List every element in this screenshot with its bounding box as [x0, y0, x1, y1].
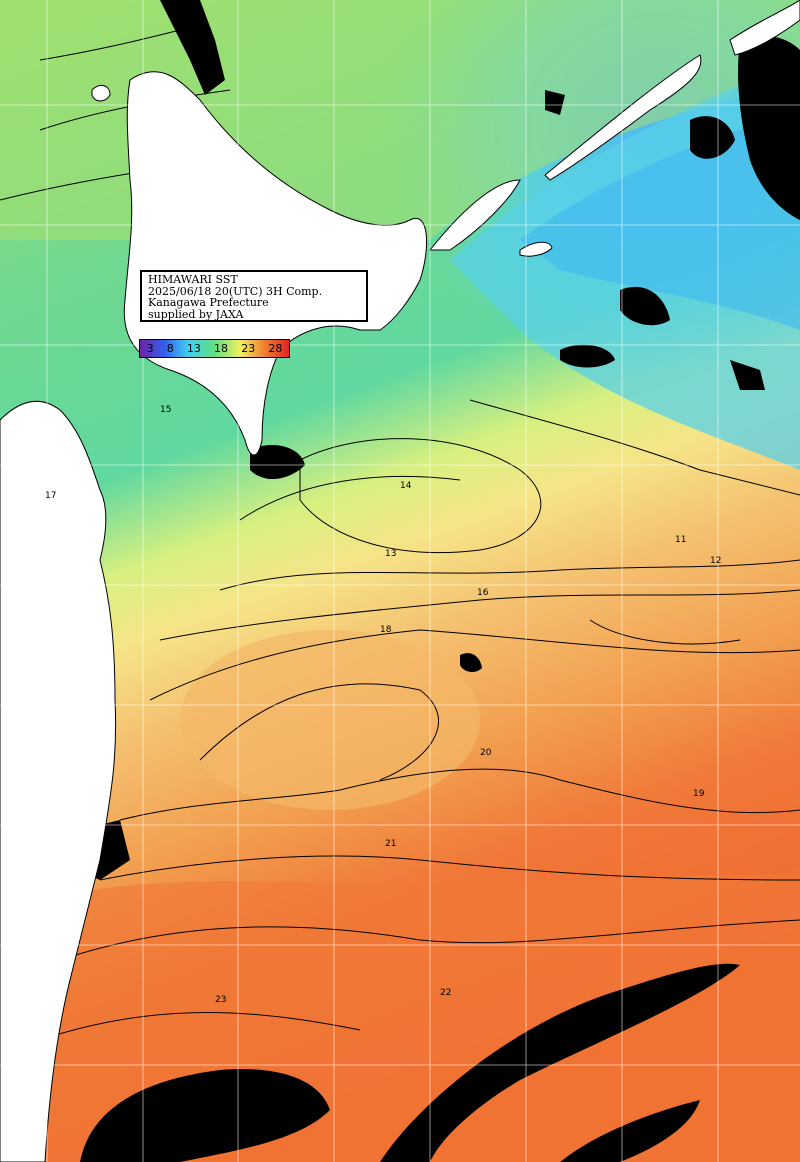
colorbar-tick: 28	[268, 342, 283, 355]
urup	[729, 0, 800, 56]
contour-label: 19	[693, 789, 705, 799]
colorbar-tick: 18	[214, 342, 229, 355]
contour-label: 16	[477, 588, 489, 598]
contour-label: 18	[380, 625, 392, 635]
organization: Kanagawa Prefecture	[148, 296, 269, 309]
contour-label: 22	[440, 988, 451, 998]
contour-label: 11	[675, 535, 686, 545]
contour-label: 13	[385, 549, 396, 559]
contour-label: 14	[400, 481, 412, 491]
colorbar-legend: 3 8 13 18 23 28	[139, 339, 290, 358]
contour-label: 21	[385, 839, 396, 849]
data-source: supplied by JAXA	[148, 307, 244, 321]
contour-labels: 13 15 17 18 19 20 21 22 23 12 11 16 14	[45, 405, 721, 1005]
cold-core	[520, 110, 800, 330]
contours	[0, 29, 800, 1041]
timestamp: 2025/06/18 20(UTC) 3H Comp.	[148, 284, 323, 298]
contour-label: 17	[45, 491, 56, 501]
etorofu	[544, 54, 702, 181]
colorbar-tick: 8	[166, 342, 174, 355]
rishiri	[91, 84, 111, 102]
cloud-masks	[78, 0, 800, 1162]
contour-label: 20	[480, 748, 492, 758]
contour-label: 12	[710, 556, 721, 566]
kunashiri	[428, 179, 521, 251]
warm-eddy	[180, 630, 480, 810]
product-title: HIMAWARI SST	[148, 273, 238, 286]
contour-label: 15	[160, 405, 171, 415]
honshu-north	[0, 400, 117, 1162]
colorbar-tick: 3	[146, 342, 154, 355]
colorbar-tick: 13	[186, 342, 201, 355]
colorbar-gradient	[139, 339, 290, 358]
colorbar-tick: 23	[241, 342, 256, 355]
info-box: HIMAWARI SST 2025/06/18 20(UTC) 3H Comp.…	[140, 270, 368, 322]
contour-label: 23	[215, 995, 226, 1005]
